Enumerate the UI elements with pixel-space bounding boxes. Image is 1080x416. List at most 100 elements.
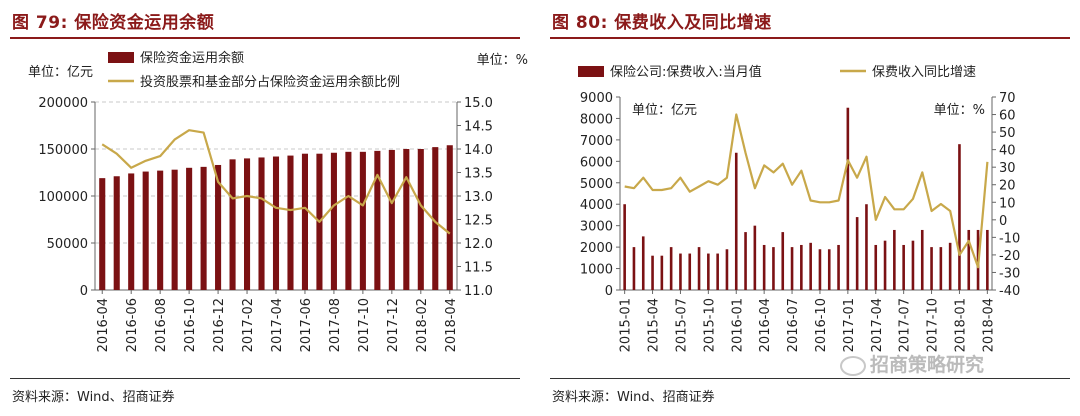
right-bar	[883, 240, 887, 290]
right-left-tick-label: 1000	[580, 263, 613, 278]
right-line-series	[624, 113, 989, 269]
right-x-tick-label: 2017-01	[842, 298, 857, 352]
left-left-tick-label: 150000	[38, 143, 88, 158]
left-bar	[345, 151, 352, 290]
left-bar	[417, 149, 424, 290]
right-bar	[827, 249, 831, 290]
left-bar	[432, 147, 439, 290]
left-unit-right: 单位：%	[477, 53, 528, 68]
left-left-tick-label: 100000	[38, 190, 88, 205]
right-bar	[874, 244, 878, 290]
right-left-tick-label: 9000	[580, 91, 613, 106]
right-x-tick-label: 2016-04	[758, 298, 773, 352]
left-right-tick-label: 14.5	[464, 120, 493, 135]
right-left-tick-label: 8000	[580, 112, 613, 127]
right-bar	[939, 247, 943, 290]
left-bar	[388, 149, 395, 290]
left-bar	[128, 173, 135, 290]
right-bar	[651, 255, 654, 290]
right-bar	[855, 217, 859, 290]
right-bar	[669, 247, 673, 290]
right-x-tick-label: 2016-07	[786, 298, 801, 352]
left-right-tick-label: 14.0	[464, 143, 493, 158]
left-legend-bar-label: 保险资金运用余额	[140, 50, 244, 66]
left-x-tick-label: 2016-08	[154, 298, 169, 352]
right-x-tick-label: 2015-07	[674, 298, 689, 352]
left-bar	[171, 169, 178, 290]
right-right-tick-label: 0	[999, 214, 1007, 229]
left-right-tick-label: 12.0	[464, 237, 493, 252]
left-bar	[142, 171, 149, 290]
right-left-tick-label: 6000	[580, 155, 613, 170]
right-bar	[809, 242, 812, 290]
right-bar	[660, 255, 664, 290]
right-bar	[623, 204, 626, 290]
left-right-tick-label: 13.5	[464, 167, 493, 182]
left-right-tick-label: 11.5	[464, 261, 493, 276]
right-bar	[725, 249, 729, 290]
right-bar	[948, 242, 952, 290]
left-x-tick-label: 2017-04	[270, 298, 285, 352]
right-legend-bar-swatch	[578, 66, 604, 77]
left-x-tick-label: 2017-08	[328, 298, 343, 352]
right-bar	[679, 253, 682, 290]
left-bar	[157, 170, 164, 290]
right-bar	[846, 107, 850, 290]
left-bar	[446, 145, 453, 290]
right-unit-right: 单位：%	[934, 103, 985, 118]
right-bar	[958, 144, 961, 290]
right-x-tick-label: 2018-01	[953, 298, 968, 352]
right-left-tick-label: 5000	[580, 177, 613, 192]
right-bar	[865, 204, 868, 290]
right-left-tick-label: 0	[605, 284, 613, 299]
left-x-tick-label: 2018-02	[415, 298, 430, 352]
right-bar	[800, 244, 803, 290]
watermark-text: 招商策略研究	[870, 354, 985, 376]
right-x-tick-label: 2016-10	[814, 298, 829, 352]
right-bar	[930, 247, 933, 290]
left-right-tick-label: 12.5	[464, 214, 493, 229]
left-right-tick-label: 15.0	[464, 96, 493, 111]
right-x-tick-label: 2015-04	[647, 298, 662, 352]
right-right-tick-label: 70	[999, 91, 1016, 106]
right-bar	[818, 249, 822, 290]
right-right-tick-label: 50	[999, 126, 1016, 141]
left-source-note: 资料来源：Wind、招商证券	[12, 390, 175, 405]
left-right-tick-label: 11.0	[464, 284, 493, 299]
right-bar	[753, 225, 757, 290]
left-right-tick-label: 13.0	[464, 190, 493, 205]
right-source-note: 资料来源：Wind、招商证券	[552, 390, 715, 405]
left-left-tick-label: 0	[80, 284, 88, 299]
right-right-tick-label: 20	[999, 179, 1016, 194]
left-title-rule	[10, 37, 520, 39]
left-x-tick-label: 2016-12	[212, 298, 227, 352]
right-bar	[707, 253, 710, 290]
right-right-tick-label: 40	[999, 144, 1016, 159]
right-bar	[641, 236, 645, 290]
watermark: 招商策略研究	[840, 350, 984, 377]
left-bar	[99, 178, 106, 290]
right-right-tick-label: 10	[999, 196, 1016, 211]
left-left-tick-label: 200000	[38, 96, 88, 111]
left-bar	[301, 153, 309, 290]
right-chart-title: 图 80: 保费收入及同比增速	[552, 13, 772, 33]
right-x-tick-label: 2015-01	[619, 298, 634, 352]
right-source-rule	[550, 378, 1070, 379]
left-chart-svg: 0 50000 100000 150000 200000 11.0 11.5 12.0 12.5…	[28, 50, 528, 352]
right-x-tick-label: 2015-10	[702, 298, 717, 352]
left-legend-bar-swatch	[108, 52, 134, 63]
left-bar	[229, 159, 236, 290]
right-right-tick-label: -20	[999, 249, 1020, 264]
right-title-rule	[550, 37, 1070, 39]
left-source-rule	[10, 378, 520, 379]
left-bar	[330, 152, 337, 290]
right-x-tick-label: 2016-01	[730, 298, 745, 352]
left-x-tick-label: 2017-02	[241, 298, 256, 352]
left-x-tick-label: 2016-04	[96, 298, 111, 352]
right-right-tick-label: 60	[999, 109, 1016, 124]
right-bar	[781, 232, 785, 290]
left-chart-panel: 图 79: 保险资金运用余额 0 50000 100000 150000 200000 1…	[0, 0, 530, 416]
right-bar	[697, 247, 701, 290]
left-bar	[215, 164, 222, 290]
left-x-tick-label: 2017-06	[299, 298, 314, 352]
